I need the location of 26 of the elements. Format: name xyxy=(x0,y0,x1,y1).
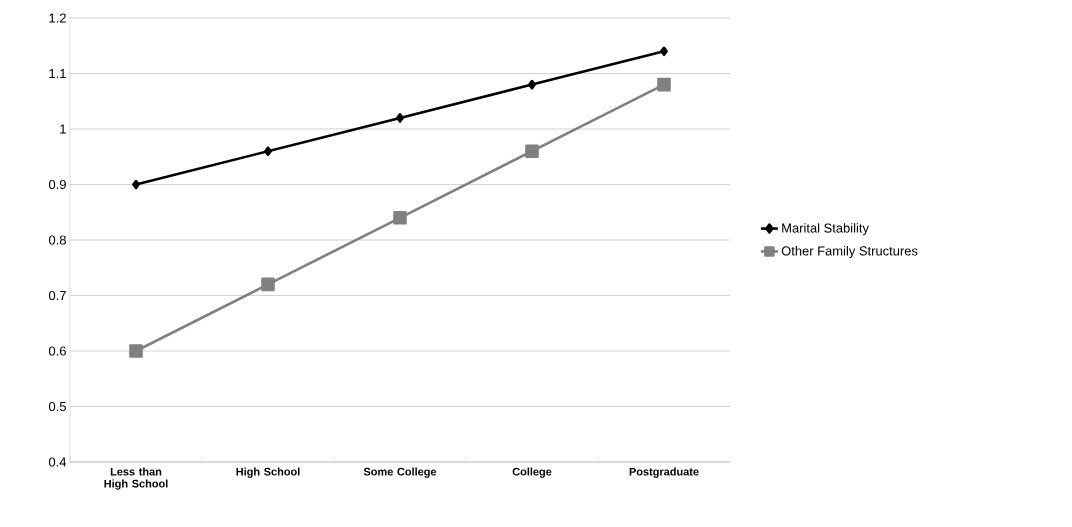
legend-label: Other Family Structures xyxy=(781,245,918,259)
y-tick-label: 0.9 xyxy=(48,179,66,190)
point xyxy=(393,211,407,225)
point xyxy=(129,344,143,358)
y-tick-label: 0.5 xyxy=(48,401,66,412)
y-tick-label: 0.7 xyxy=(48,290,66,301)
y-tick-label: 0.6 xyxy=(48,346,66,356)
y-tick-label: 1 xyxy=(60,124,66,134)
point xyxy=(261,277,275,292)
y-tick-label: 1.1 xyxy=(49,69,66,78)
legend-label: Marital Stability xyxy=(782,223,869,236)
x-tick-label: Some College xyxy=(363,467,437,478)
point xyxy=(525,144,539,158)
x-tick-label: Postgraduate xyxy=(629,467,699,478)
x-tick-label: High School xyxy=(236,467,300,478)
point xyxy=(657,77,671,92)
point xyxy=(132,179,140,190)
point xyxy=(396,113,404,123)
y-tick-label: 1.2 xyxy=(49,13,66,23)
x-tick-label: College xyxy=(512,467,552,478)
y-tick-label: 0.4 xyxy=(48,457,67,467)
y-tick-label: 0.8 xyxy=(48,235,66,245)
x-tick-label: Less than High School xyxy=(104,467,168,490)
point xyxy=(528,79,536,90)
point xyxy=(264,146,272,156)
point xyxy=(660,46,668,57)
